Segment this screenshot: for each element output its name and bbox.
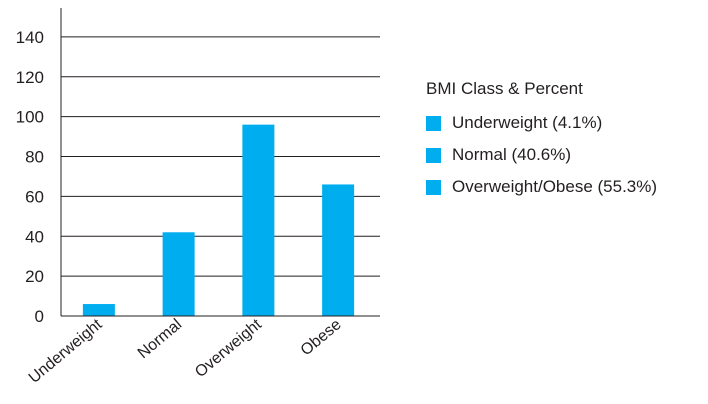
bars [82, 124, 355, 316]
y-tick-label: 40 [25, 227, 44, 246]
y-tick-labels: 0 20 40 60 80 100 120 140 [16, 28, 44, 326]
axes [60, 8, 380, 317]
y-tick-label: 20 [25, 267, 44, 286]
x-tick-label: Obese [298, 316, 345, 359]
legend-item-underweight: Underweight (4.1%) [426, 112, 657, 134]
legend-title: BMI Class & Percent [426, 79, 583, 98]
y-tick-label: 100 [16, 108, 44, 127]
y-tick-label: 140 [16, 28, 44, 47]
legend-swatch [426, 179, 441, 195]
bar-underweight [82, 304, 115, 316]
y-tick-label: 80 [25, 148, 44, 167]
legend-item-overweight-obese: Overweight/Obese (55.3%) [426, 176, 657, 198]
bar-overweight [242, 124, 275, 316]
legend-label: Normal (40.6%) [452, 145, 572, 164]
y-tick-label: 120 [16, 68, 44, 87]
bar-obese [322, 184, 355, 316]
x-tick-labels: Underweight Normal Overweight Obese [26, 316, 345, 387]
x-tick-label: Normal [135, 316, 185, 362]
x-tick-label: Underweight [26, 316, 106, 387]
legend: BMI Class & Percent Underweight (4.1%) N… [426, 78, 657, 208]
y-tick-label: 60 [25, 187, 44, 206]
y-tick-label: 0 [35, 307, 44, 326]
gridlines [61, 36, 380, 277]
legend-swatch [426, 147, 441, 163]
legend-label: Underweight (4.1%) [452, 113, 603, 132]
bar-normal [162, 232, 195, 316]
legend-label: Overweight/Obese (55.3%) [452, 177, 658, 196]
legend-swatch [426, 115, 441, 131]
x-tick-label: Overweight [192, 316, 265, 381]
legend-item-normal: Normal (40.6%) [426, 144, 657, 166]
